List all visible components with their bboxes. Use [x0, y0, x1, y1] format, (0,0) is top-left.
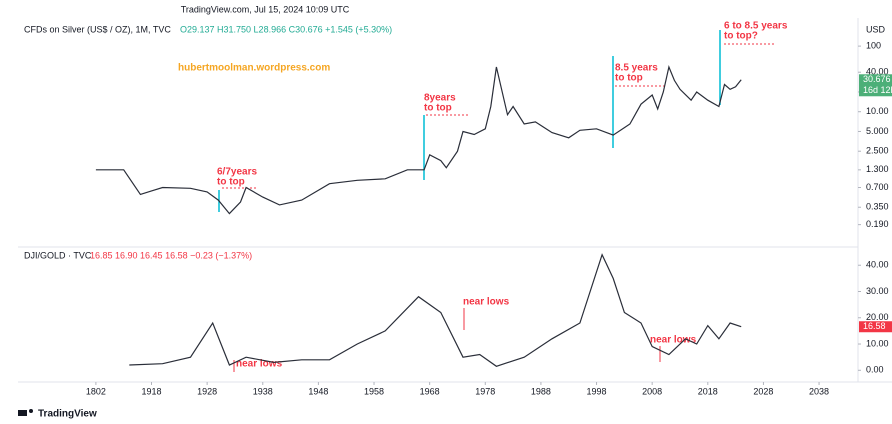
legend-ohlc: 16.85 16.90 16.45 16.58 −0.23 (−1.37%): [90, 250, 252, 260]
annotation-dots: [222, 43, 775, 189]
y-tick-label: 30.00: [866, 286, 889, 296]
y-tick-label: 0.700: [866, 182, 889, 192]
price-line: [129, 253, 742, 367]
y-tick-label: 20.00: [866, 312, 889, 322]
legend-ohlc: O29.137 H31.750 L28.966 C30.676 +1.545 (…: [180, 24, 392, 34]
x-tick-label: 2038: [809, 386, 829, 396]
countdown: 16d 12h: [863, 85, 892, 95]
annotation: near lows: [463, 297, 510, 308]
x-tick-label: 1968: [420, 386, 440, 396]
x-tick-label: 1928: [197, 386, 217, 396]
x-tick-label: 1978: [475, 386, 495, 396]
annotation: near lows: [236, 359, 283, 370]
x-tick-label: 2028: [753, 386, 773, 396]
price-tag-label: 16.58: [863, 321, 886, 331]
annotation-lines: [218, 30, 721, 212]
y-tick-label: 100: [866, 40, 881, 50]
y-tick-label: 5.000: [866, 126, 889, 136]
annotation: 8years: [424, 93, 456, 104]
x-tick-label: 2008: [642, 386, 662, 396]
y-tick-label: 0.00: [866, 365, 884, 375]
annotation: 6/7years: [217, 167, 257, 178]
header: TradingView.com, Jul 15, 2024 10:09 UTC: [181, 4, 350, 14]
x-tick-label: 1958: [364, 386, 384, 396]
y-tick-label: 40.00: [866, 67, 889, 77]
annotation: to top: [424, 103, 452, 114]
y-unit: USD: [866, 24, 886, 34]
y-tick-label: 10.00: [866, 106, 889, 116]
y-tick-label: 40.00: [866, 260, 889, 270]
legend-title: CFDs on Silver (US$ / OZ), 1M, TVC: [24, 24, 171, 34]
x-tick-label: 1998: [587, 386, 607, 396]
footer-logo: [18, 409, 33, 416]
annotation: to top?: [724, 31, 758, 42]
annotation: to top: [217, 177, 245, 188]
x-tick-label: 1988: [531, 386, 551, 396]
price-tag-label: 30.676: [863, 74, 891, 84]
watermark: hubertmoolman.wordpress.com: [178, 63, 330, 74]
y-tick-label: 0.190: [866, 219, 889, 229]
x-tick-label: 1802: [86, 386, 106, 396]
price-line: [95, 65, 742, 215]
x-tick-label: 1918: [141, 386, 161, 396]
y-tick-label: 1.300: [866, 164, 889, 174]
annotation: 8.5 years: [615, 63, 658, 74]
x-tick-label: 1938: [253, 386, 273, 396]
x-tick-label: 2018: [698, 386, 718, 396]
y-tick-label: 0.350: [866, 202, 889, 212]
y-tick-label: 2.500: [866, 146, 889, 156]
footer: TradingView: [38, 409, 97, 420]
legend-title: DJI/GOLD · TVC: [24, 250, 92, 260]
price-tag: [859, 321, 892, 333]
low-markers: [233, 308, 661, 372]
annotation: 6 to 8.5 years: [724, 21, 788, 32]
annotation: to top: [615, 73, 643, 84]
price-tag: [859, 74, 892, 97]
y-tick-label: 10.00: [866, 338, 889, 348]
x-tick-label: 1948: [308, 386, 328, 396]
annotation: near lows: [650, 335, 697, 346]
